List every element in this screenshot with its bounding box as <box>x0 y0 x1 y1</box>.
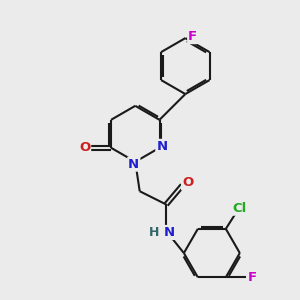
Text: O: O <box>182 176 193 190</box>
Text: N: N <box>156 140 167 153</box>
Text: H: H <box>149 226 160 239</box>
Text: Cl: Cl <box>232 202 246 215</box>
Text: F: F <box>188 30 197 43</box>
Text: O: O <box>79 141 90 154</box>
Text: N: N <box>128 158 140 171</box>
Text: F: F <box>248 271 257 284</box>
Text: N: N <box>164 226 175 239</box>
